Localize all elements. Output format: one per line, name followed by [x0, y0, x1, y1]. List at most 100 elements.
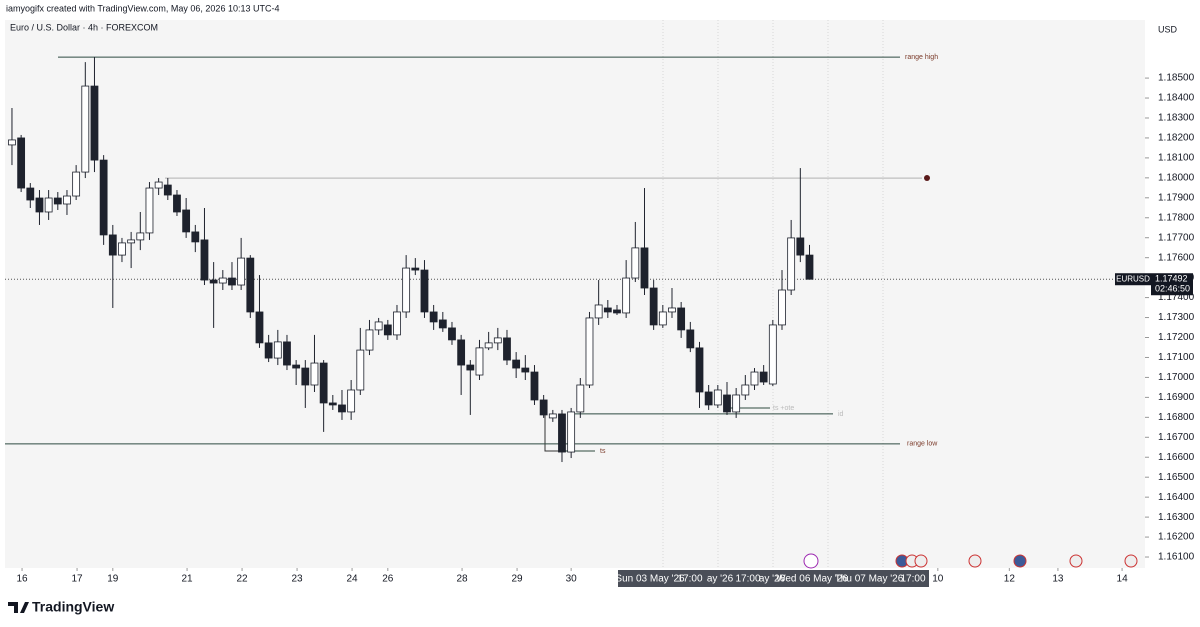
x-tick-label: 24 — [346, 574, 358, 585]
candle-body — [356, 349, 365, 391]
y-tick-label: 1.16700 — [1158, 432, 1195, 443]
candle-body — [26, 187, 35, 201]
y-tick-label: 1.17400 — [1158, 292, 1195, 303]
y-tick-label: 1.18200 — [1158, 133, 1195, 144]
level-label: id — [838, 411, 844, 418]
candle-body — [613, 309, 621, 314]
candle-body — [558, 413, 566, 453]
y-tick-label: 1.16400 — [1158, 492, 1195, 503]
y-tick-label: 1.18400 — [1158, 93, 1195, 104]
y-tick-label: 1.17300 — [1158, 312, 1195, 323]
candle-body — [631, 247, 640, 279]
y-tick-label: 1.16500 — [1158, 472, 1195, 483]
symbol-label: EURUSD — [1116, 274, 1150, 283]
candle-body — [264, 342, 273, 359]
range-label: 17:00 — [735, 574, 760, 585]
candle-body — [255, 311, 264, 344]
candle-body — [145, 187, 154, 234]
level-label: range high — [905, 54, 938, 61]
logo: TradingView — [8, 599, 114, 615]
candle-body — [521, 367, 530, 373]
range-label: 17:00 — [900, 574, 925, 585]
price-box — [1151, 273, 1193, 296]
candle-body — [154, 181, 163, 189]
countdown: 02:46:50 — [1155, 284, 1190, 294]
candle-body — [704, 391, 713, 406]
y-tick-label: 1.16300 — [1158, 512, 1195, 523]
candle-body — [503, 337, 511, 361]
x-tick-label: 29 — [512, 574, 524, 585]
candle-body — [539, 399, 548, 416]
candle-body — [53, 197, 62, 205]
candle-body — [63, 195, 71, 205]
candle-body — [713, 389, 722, 406]
range-label: 17:00 — [677, 574, 702, 585]
range-label: Thu 07 May '26 — [835, 574, 904, 585]
level-label: range low — [907, 441, 938, 448]
y-tick-label: 1.18500 — [1158, 73, 1195, 84]
candle-body — [787, 237, 796, 291]
last-price-label: 1.17492 — [1155, 274, 1188, 284]
candle-body — [594, 304, 603, 319]
candle-body — [182, 209, 191, 233]
x-tick-label: 17 — [71, 574, 83, 585]
candle-body — [118, 242, 126, 256]
session-lines — [662, 20, 884, 568]
candle-body — [338, 404, 346, 413]
candle-body — [90, 85, 99, 161]
candle-body — [603, 307, 612, 313]
event-icons — [803, 553, 1138, 569]
range-label: Sun 03 May '26 — [615, 574, 685, 585]
candle-body — [484, 342, 493, 349]
candle-body — [328, 402, 337, 406]
y-tick-label: 1.18000 — [1158, 172, 1195, 183]
level-label: ts +ote — [773, 405, 794, 412]
y-tick-label: 1.17900 — [1158, 192, 1195, 203]
candle-body — [365, 329, 374, 351]
y-tick-label: 1.17600 — [1158, 252, 1195, 263]
candle-body — [200, 239, 209, 281]
candle-body — [686, 329, 695, 349]
candle-body — [402, 267, 411, 313]
candle-body — [768, 324, 777, 385]
candle-body — [136, 232, 145, 241]
candle-body — [759, 371, 768, 383]
candle-body — [374, 321, 383, 331]
credit: iamyogifx created with TradingView.com, … — [6, 3, 279, 13]
candle-body — [457, 339, 466, 366]
logo-text: TradingView — [32, 599, 114, 615]
candle-body — [163, 184, 172, 196]
candle-body — [127, 239, 136, 244]
candle-body — [99, 159, 108, 236]
candle-body — [640, 247, 649, 289]
candle-body — [237, 257, 246, 286]
candle-body — [393, 311, 401, 336]
candle-body — [493, 337, 502, 344]
candle-body — [283, 341, 291, 366]
candle-body — [218, 277, 227, 284]
candle-body — [567, 411, 576, 453]
candle-body — [741, 384, 750, 396]
symbol-box — [1115, 273, 1151, 286]
candle-body — [530, 371, 539, 401]
y-tick-label: 1.17200 — [1158, 332, 1195, 343]
y-tick-label: 1.16100 — [1158, 552, 1195, 563]
candle-body — [723, 394, 731, 413]
candle-body — [448, 327, 456, 341]
y-tick-label: 1.17000 — [1158, 372, 1195, 383]
candle-body — [576, 384, 585, 413]
x-tick-label: 28 — [457, 574, 469, 585]
candle-body — [209, 279, 218, 284]
candle-body — [750, 371, 759, 386]
y-tick-label: 1.16600 — [1158, 452, 1195, 463]
candle-body — [347, 389, 356, 413]
candle-body — [585, 317, 594, 386]
candle-body — [805, 254, 814, 280]
x-tick-label: 13 — [1052, 574, 1064, 585]
y-tick-label: 1.18300 — [1158, 113, 1195, 124]
candle-body — [292, 364, 301, 369]
candle-body — [17, 137, 26, 189]
candle-body — [273, 341, 282, 359]
candle-body — [383, 324, 392, 336]
